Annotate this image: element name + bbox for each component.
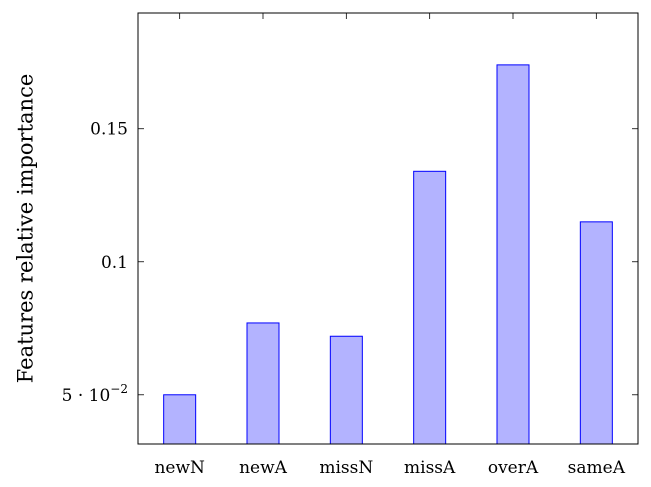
y-tick-label: 0.15 <box>90 120 128 140</box>
y-tick-labels: 5 · 10−2 0.1 0.15 <box>62 120 128 406</box>
y-axis-label: Features relative importance <box>13 74 37 384</box>
bar-overA <box>496 64 530 445</box>
bar-missN <box>329 335 363 445</box>
x-tick-label: newN <box>154 458 205 478</box>
bar-missA <box>413 170 447 445</box>
y-tick-label: 0.1 <box>101 253 128 273</box>
bars <box>163 64 613 445</box>
bar-newA <box>246 322 280 445</box>
bar-sameA <box>579 221 613 445</box>
x-tick-label: sameA <box>568 458 626 478</box>
x-tick-label: newA <box>239 458 288 478</box>
axis-ticks <box>138 13 638 444</box>
x-tick-label: missA <box>404 458 456 478</box>
y-tick-label: 5 · 10−2 <box>62 382 128 406</box>
x-tick-label: missN <box>319 458 373 478</box>
x-tick-label: overA <box>488 458 539 478</box>
plot-frame <box>137 12 639 445</box>
x-tick-labels: newN newA missN missA overA sameA <box>154 458 625 478</box>
bar-newN <box>163 394 197 445</box>
